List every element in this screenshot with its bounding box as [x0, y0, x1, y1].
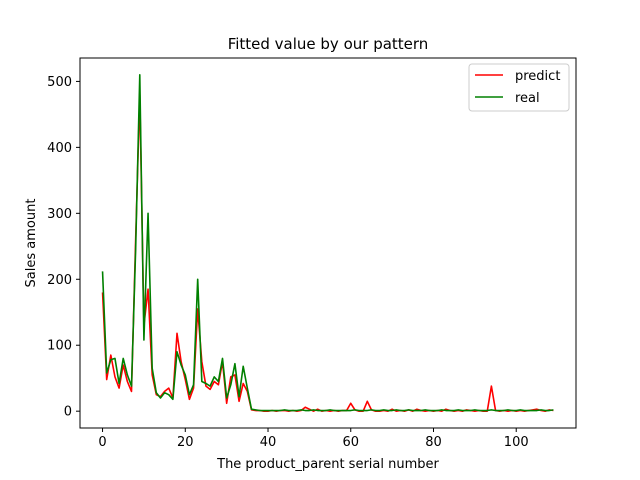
- legend-label-real: real: [515, 91, 540, 106]
- y-tick-label: 300: [47, 207, 72, 222]
- axis-ticks: 0 20 40 60 80 100 0 100 200 300 400 500: [47, 75, 528, 450]
- series-lines: [101, 74, 554, 412]
- x-tick-label: 100: [504, 435, 529, 450]
- x-tick-label: 60: [342, 435, 359, 450]
- x-tick-label: 40: [260, 435, 277, 450]
- x-tick-label: 0: [98, 435, 106, 450]
- x-axis-label: The product_parent serial number: [216, 457, 439, 472]
- plot-area: [80, 58, 576, 428]
- y-tick-label: 0: [64, 405, 72, 420]
- legend-label-predict: predict: [515, 69, 560, 84]
- y-tick-label: 200: [47, 273, 72, 288]
- legend: predict real: [468, 63, 570, 112]
- y-tick-label: 100: [47, 339, 72, 354]
- x-tick-label: 20: [177, 435, 194, 450]
- chart-title: Fitted value by our pattern: [228, 35, 429, 53]
- y-axis-label: Sales amount: [24, 199, 39, 288]
- y-tick-label: 500: [47, 75, 72, 90]
- x-tick-label: 80: [425, 435, 442, 450]
- y-tick-label: 400: [47, 141, 72, 156]
- plot-frame: [79, 57, 577, 429]
- series-line-real: [101, 74, 554, 412]
